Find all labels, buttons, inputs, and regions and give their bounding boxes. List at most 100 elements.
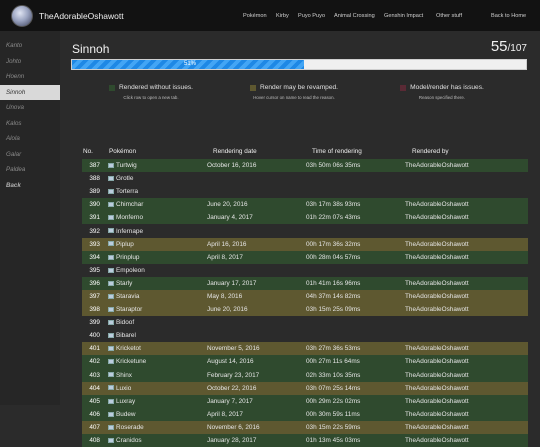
rendered-count-value: 55 <box>490 38 508 55</box>
pokemon-name: Grotle <box>116 175 134 183</box>
pokemon-sprite-icon <box>108 162 114 168</box>
table-row[interactable]: 388 Grotle <box>82 172 528 186</box>
table-row[interactable]: 387 Turtwig October 16, 2016 03h 50m 06s 35… <box>82 159 528 173</box>
nav-genshin-impact[interactable]: Genshin Impact <box>384 12 424 19</box>
rendering-time <box>306 316 405 329</box>
nav-other-stuff[interactable]: Other stuff <box>436 12 463 19</box>
rendering-time: 03h 15m 25s 09ms <box>306 306 361 314</box>
rendering-date: November 6, 2016 <box>207 423 260 431</box>
rendering-date: February 23, 2017 <box>207 371 260 379</box>
table-row[interactable]: 404 Luxio October 22, 2016 03h 07m 25s 14ms… <box>82 381 528 395</box>
legend-revamp: Render may be revamped. Hover cursor on … <box>224 84 364 100</box>
table-row[interactable]: 398 Staraptor June 20, 2016 03h 15m 25s 09m… <box>82 303 528 317</box>
dex-number: 407 <box>89 423 100 431</box>
table-row[interactable]: 394 Prinplup April 8, 2017 00h 28m 04s 57ms… <box>82 250 528 264</box>
pokemon-name: Empoleon <box>116 266 145 274</box>
rendering-date: June 20, 2016 <box>207 201 248 209</box>
table-row[interactable]: 393 Piplup April 16, 2016 00h 17m 36s 32ms T… <box>82 237 528 251</box>
table-row[interactable]: 402 Kricketune August 14, 2016 00h 27m 11s … <box>82 355 528 369</box>
rendering-date <box>207 329 306 342</box>
nav-animal-crossing[interactable]: Animal Crossing <box>334 12 375 19</box>
pokemon-name: Piplup <box>116 240 134 248</box>
rendered-by <box>405 329 528 342</box>
sidebar-item-galar[interactable]: Galar <box>6 150 22 158</box>
rendering-date: May 8, 2016 <box>207 292 243 300</box>
legend-hint: Click row to open a new tab. <box>123 95 179 100</box>
dex-number: 395 <box>89 266 100 274</box>
nav-back-to-home[interactable]: Back to Home <box>491 12 527 19</box>
rendered-by: TheAdorableOshawott <box>405 384 469 392</box>
nav-pokemon[interactable]: Pokémon <box>243 12 267 19</box>
table-row[interactable]: 391 Monferno January 4, 2017 01h 22m 07s 43… <box>82 211 528 225</box>
nav-puyo-puyo[interactable]: Puyo Puyo <box>298 12 326 19</box>
progress-label: 51% <box>183 61 196 67</box>
table-row[interactable]: 392 Infernape <box>82 224 528 238</box>
pokemon-cell: Chimchar <box>104 198 207 211</box>
sidebar-item-sinnoh[interactable]: Sinnoh <box>0 84 60 100</box>
sidebar-item-hoenn[interactable]: Hoenn <box>6 73 25 80</box>
dex-number: 408 <box>89 437 100 445</box>
region-sidebar: Kanto Johto Hoenn Sinnoh Unova Kalos Alo… <box>0 31 60 405</box>
avatar[interactable] <box>11 4 33 27</box>
rendering-date <box>207 316 306 329</box>
rendered-by: TheAdorableOshawott <box>405 437 469 445</box>
pokemon-table: 387 Turtwig October 16, 2016 03h 50m 06s 35… <box>82 159 528 447</box>
sidebar-item-kanto[interactable]: Kanto <box>6 42 23 49</box>
table-row[interactable]: 397 Staravia May 8, 2016 04h 37m 14s 82ms Th… <box>82 289 528 304</box>
pokemon-name: Bidoof <box>116 319 135 327</box>
rendered-by <box>405 172 528 185</box>
sidebar-item-kalos[interactable]: Kalos <box>6 119 22 127</box>
table-row[interactable]: 395 Empoleon <box>82 263 528 277</box>
legend-swatch-yellow <box>249 84 256 91</box>
progress-bar: 51% <box>71 59 527 70</box>
table-row[interactable]: 396 Starly January 17, 2017 01h 41m 16s 96m… <box>82 276 528 290</box>
sidebar-item-back[interactable]: Back <box>6 181 21 189</box>
pokemon-cell: Kricketot <box>104 342 207 355</box>
pokemon-cell: Monferno <box>104 211 207 224</box>
table-row[interactable]: 405 Luxray January 7, 2017 00h 29m 22s 02ms… <box>82 394 528 408</box>
pokemon-sprite-icon <box>108 202 114 208</box>
sidebar-item-unova[interactable]: Unova <box>6 104 24 111</box>
nav-kirby[interactable]: Kirby <box>276 12 289 19</box>
dex-number: 399 <box>89 319 100 327</box>
rendering-date: August 14, 2016 <box>207 358 254 366</box>
pokemon-cell: Prinplup <box>104 251 207 264</box>
table-row[interactable]: 401 Kricketot November 5, 2016 03h 27m 36s … <box>82 342 528 356</box>
pokemon-cell: Luxray <box>104 395 207 408</box>
pokemon-name: Prinplup <box>116 253 140 261</box>
rendering-time: 01h 13m 45s 03ms <box>306 437 361 445</box>
pokemon-sprite-icon <box>108 359 114 365</box>
rendered-by: TheAdorableOshawott <box>405 410 469 418</box>
rendered-by: TheAdorableOshawott <box>405 423 469 431</box>
table-row[interactable]: 400 Bibarel <box>82 329 528 343</box>
rendering-time: 02h 33m 10s 35ms <box>306 371 361 379</box>
pokemon-name: Roserade <box>116 423 144 431</box>
rendering-time <box>306 264 405 277</box>
rendering-date: October 22, 2016 <box>207 384 257 392</box>
dex-number: 397 <box>89 292 100 300</box>
pokemon-sprite-icon <box>108 254 114 260</box>
dex-number: 398 <box>89 306 100 314</box>
dex-number: 403 <box>89 371 100 379</box>
rendering-date: October 16, 2016 <box>207 162 257 170</box>
site-title[interactable]: TheAdorableOshawott <box>39 10 124 21</box>
sidebar-item-alola[interactable]: Alola <box>6 135 20 142</box>
table-row[interactable]: 399 Bidoof <box>82 316 528 330</box>
rendering-time: 03h 17m 38s 93ms <box>306 201 361 209</box>
pokemon-name: Turtwig <box>116 162 137 170</box>
rendered-by: TheAdorableOshawott <box>405 371 469 379</box>
rendered-by: TheAdorableOshawott <box>405 279 469 287</box>
dex-number: 392 <box>89 227 100 235</box>
table-row[interactable]: 389 Torterra <box>82 185 528 199</box>
table-row[interactable]: 403 Shinx February 23, 2017 02h 33m 10s 35m… <box>82 368 528 382</box>
sidebar-item-johto[interactable]: Johto <box>6 57 22 65</box>
rendered-by: TheAdorableOshawott <box>405 358 469 366</box>
table-row[interactable]: 390 Chimchar June 20, 2016 03h 17m 38s 93ms… <box>82 198 528 212</box>
table-row[interactable]: 407 Roserade November 6, 2016 03h 15m 22s 5… <box>82 420 528 434</box>
pokemon-name: Starly <box>116 279 133 287</box>
sidebar-item-paldea[interactable]: Paldea <box>6 166 26 173</box>
table-row[interactable]: 408 Cranidos January 28, 2017 01h 13m 45s 0… <box>82 433 528 447</box>
dex-number: 387 <box>89 162 100 170</box>
pokemon-cell: Staravia <box>104 290 207 303</box>
table-row[interactable]: 406 Budew April 8, 2017 00h 30m 59s 11ms The… <box>82 407 528 421</box>
